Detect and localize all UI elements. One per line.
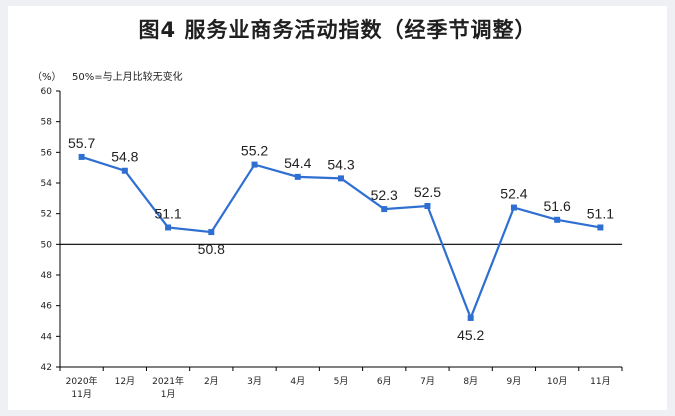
data-point <box>424 203 431 209</box>
y-tick-label: 48 <box>41 271 53 281</box>
data-point <box>294 173 301 180</box>
data-point <box>121 167 128 174</box>
y-tick-label: 52 <box>41 210 52 220</box>
x-tick-label: 4月 <box>290 376 305 387</box>
data-label: 55.2 <box>241 143 268 159</box>
data-point <box>251 161 258 168</box>
x-tick-label: 1月 <box>161 389 176 400</box>
data-point <box>338 175 344 182</box>
x-tick-label: 6月 <box>377 376 392 387</box>
y-axis-unit: （%） <box>32 72 62 83</box>
data-label: 52.4 <box>500 186 527 202</box>
data-label: 55.7 <box>68 135 95 151</box>
x-tick-label: 2月 <box>204 376 219 387</box>
data-label: 54.8 <box>111 149 138 165</box>
data-label: 54.3 <box>327 156 354 172</box>
y-tick-label: 46 <box>41 302 53 312</box>
x-tick-label: 2020年 <box>66 375 98 387</box>
data-label: 54.4 <box>284 155 311 171</box>
y-tick-label: 54 <box>41 179 53 189</box>
x-tick-label: 7月 <box>420 376 435 387</box>
data-label: 51.1 <box>587 205 614 221</box>
x-tick-label: 8月 <box>463 376 478 387</box>
data-label: 51.1 <box>154 205 181 221</box>
data-label: 51.6 <box>544 198 571 214</box>
data-point <box>381 206 388 213</box>
x-tick-label: 10月 <box>547 376 567 387</box>
data-label: 52.3 <box>371 187 398 203</box>
data-point <box>467 314 474 321</box>
data-label: 45.2 <box>457 327 484 343</box>
y-tick-label: 50 <box>41 240 53 250</box>
x-tick-label: 2021年 <box>152 375 184 387</box>
chart-frame <box>8 6 667 410</box>
x-tick-label: 5月 <box>334 376 349 387</box>
data-label: 50.8 <box>198 241 225 257</box>
y-tick-label: 60 <box>41 87 53 97</box>
data-point <box>208 229 215 236</box>
x-tick-label: 11月 <box>590 376 610 387</box>
data-point <box>554 216 561 223</box>
chart-title: 图4 服务业商务活动指数（经季节调整） <box>138 18 537 42</box>
x-tick-label: 9月 <box>507 376 522 387</box>
y-tick-label: 44 <box>41 332 53 342</box>
data-label: 52.5 <box>414 184 441 200</box>
x-tick-label: 3月 <box>247 376 262 387</box>
chart-note: 50%=与上月比较无变化 <box>72 72 183 83</box>
y-tick-label: 42 <box>41 363 52 373</box>
x-tick-label: 12月 <box>115 376 135 387</box>
x-tick-label: 11月 <box>71 389 91 400</box>
data-point <box>597 224 604 231</box>
data-point <box>165 224 172 231</box>
y-tick-label: 58 <box>41 118 53 128</box>
data-point <box>78 153 85 160</box>
y-tick-label: 56 <box>41 148 53 158</box>
data-point <box>510 204 517 211</box>
